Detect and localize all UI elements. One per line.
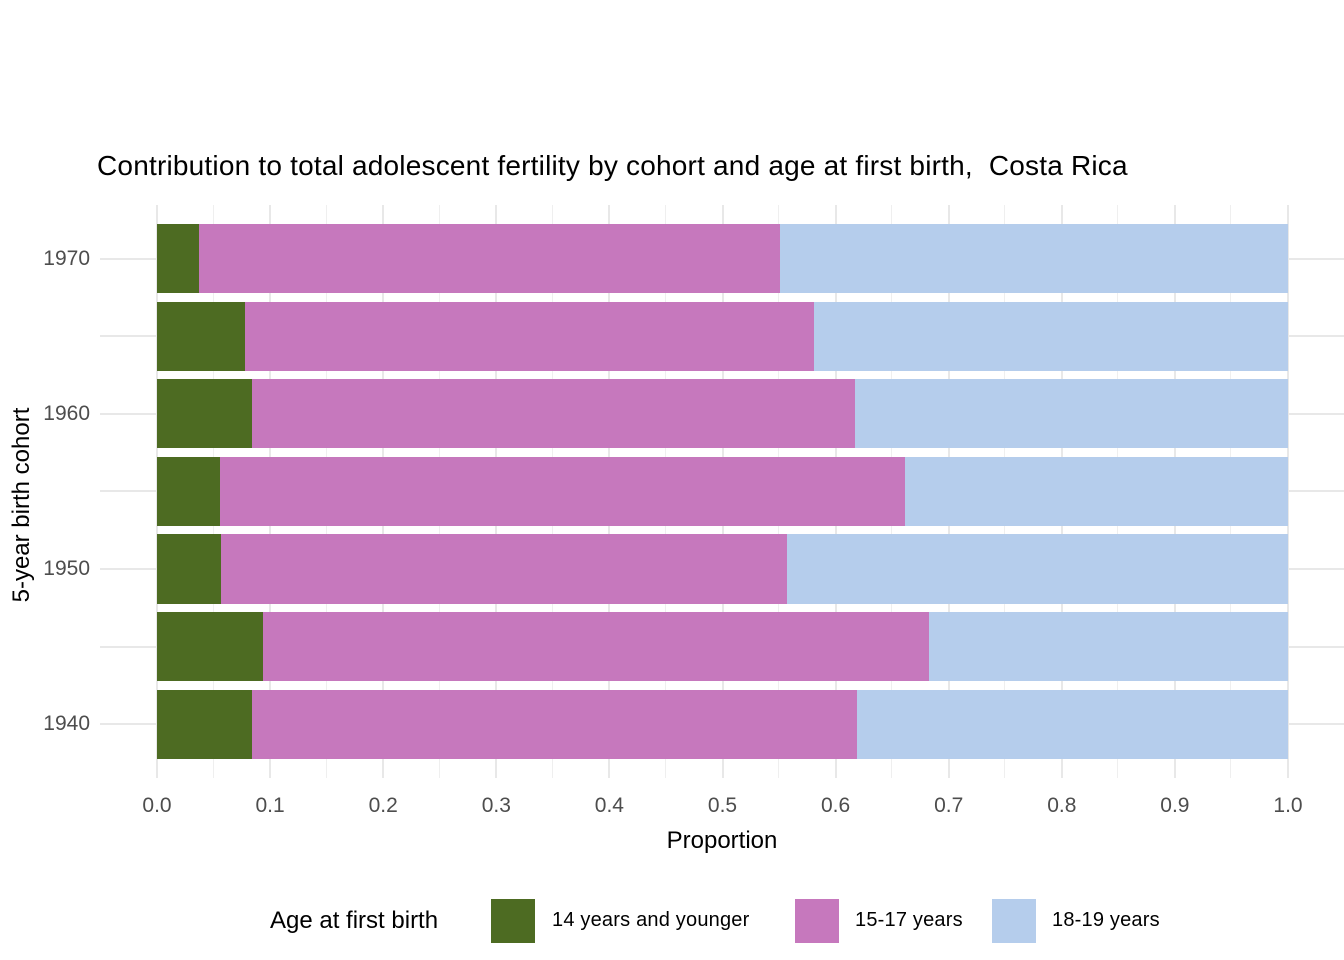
bar-row — [157, 379, 1288, 449]
bar-segment — [814, 301, 1288, 371]
x-tick-label: 0.1 — [255, 794, 285, 817]
bar-segment — [221, 534, 787, 604]
bar-segment — [157, 612, 264, 682]
bar-row — [157, 456, 1288, 526]
bar-row — [157, 612, 1288, 682]
legend-swatch — [491, 899, 535, 943]
bar-row — [157, 534, 1288, 604]
bar-segment — [157, 379, 252, 449]
bar-segment — [252, 379, 855, 449]
x-tick-label: 0.5 — [707, 794, 738, 817]
legend-item-label: 18-19 years — [1052, 909, 1160, 931]
bar-segment — [220, 456, 905, 526]
x-tick-label: 0.2 — [368, 794, 398, 817]
y-axis-title: 5-year birth cohort — [8, 407, 35, 603]
x-tick-label: 0.4 — [594, 794, 624, 817]
legend-swatch — [795, 899, 839, 943]
bar-segment — [854, 379, 1288, 449]
x-tick-label: 0.9 — [1160, 794, 1190, 817]
legend-swatch — [992, 899, 1036, 943]
x-tick-label: 0.6 — [820, 794, 851, 817]
bar-segment — [157, 689, 252, 759]
legend-item-label: 15-17 years — [855, 909, 963, 931]
x-tick-label: 1.0 — [1273, 794, 1303, 817]
legend-title: Age at first birth — [270, 907, 439, 934]
bar-segment — [198, 224, 781, 294]
y-tick-label: 1950 — [43, 557, 90, 580]
y-tick-label: 1970 — [43, 246, 90, 270]
x-tick-label: 0.3 — [481, 794, 511, 817]
y-tick-label: 1940 — [43, 712, 90, 736]
bar-segment — [157, 456, 221, 526]
bar-row — [157, 224, 1288, 294]
bar-row — [157, 689, 1288, 759]
chart-title: Contribution to total adolescent fertili… — [97, 150, 1128, 181]
x-tick-label: 0.7 — [934, 794, 964, 817]
x-tick-label: 0.0 — [142, 794, 172, 817]
x-tick-label: 0.8 — [1047, 794, 1077, 817]
bar-segment — [786, 534, 1288, 604]
bar-segment — [857, 689, 1288, 759]
bar-row — [157, 301, 1288, 371]
bar-segment — [157, 534, 222, 604]
bar-segment — [263, 612, 930, 682]
bar-segment — [157, 224, 199, 294]
bar-segment — [245, 301, 815, 371]
legend-item-label: 14 years and younger — [552, 909, 750, 931]
y-tick-label: 1960 — [43, 401, 90, 425]
bar-segment — [929, 612, 1288, 682]
bar-segment — [780, 224, 1288, 294]
bar-segment — [252, 689, 858, 759]
x-axis-title: Proportion — [666, 827, 778, 854]
bar-segment — [157, 301, 246, 371]
bar-segment — [904, 456, 1288, 526]
plot-panel — [100, 205, 1344, 778]
